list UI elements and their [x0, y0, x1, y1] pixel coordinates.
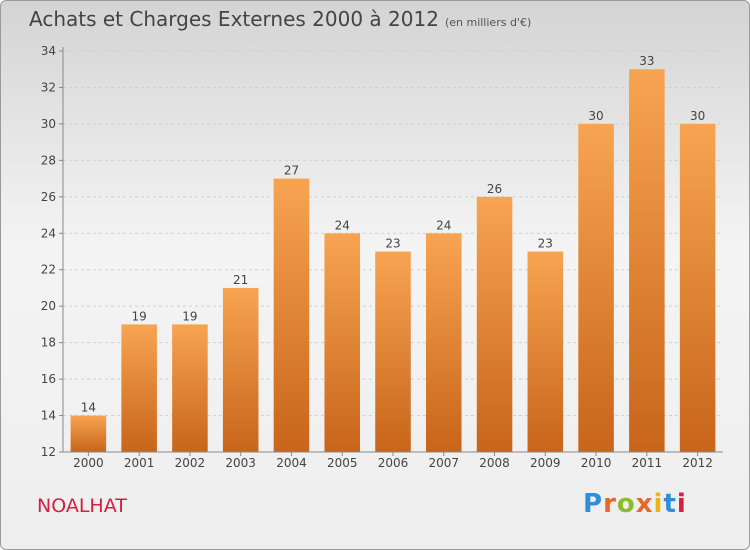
proxiti-logo[interactable]: Proxiti [583, 489, 687, 519]
y-tick-label: 12 [41, 445, 56, 459]
bar [273, 178, 310, 452]
x-tick-label: 2011 [632, 456, 663, 470]
y-tick-label: 28 [41, 153, 56, 167]
chart-title: Achats et Charges Externes 2000 à 2012 (e… [29, 7, 531, 31]
bar [527, 251, 564, 452]
x-tick-label: 2010 [581, 456, 612, 470]
y-tick-label: 34 [41, 44, 56, 58]
bar [375, 251, 411, 452]
bar [679, 123, 716, 452]
y-tick-label: 30 [41, 117, 56, 131]
bar [121, 324, 157, 452]
data-label: 30 [588, 109, 603, 123]
x-tick-label: 2004 [276, 456, 307, 470]
x-tick-label: 2002 [175, 456, 206, 470]
data-label: 30 [690, 109, 705, 123]
x-tick-label: 2009 [530, 456, 561, 470]
data-label: 23 [385, 237, 400, 251]
data-label: 19 [182, 309, 197, 323]
y-tick-label: 22 [41, 263, 56, 277]
logo-letter: o [616, 489, 636, 519]
y-tick-label: 16 [41, 372, 56, 386]
x-tick-label: 2012 [682, 456, 713, 470]
place-name: NOALHAT [37, 495, 127, 517]
bar [426, 233, 462, 452]
data-label: 19 [132, 309, 147, 323]
y-tick-label: 20 [41, 299, 56, 313]
x-tick-label: 2006 [378, 456, 409, 470]
bar [629, 69, 665, 453]
y-tick-label: 32 [41, 80, 56, 94]
y-tick-label: 24 [41, 226, 56, 240]
x-tick-label: 2003 [225, 456, 256, 470]
data-label: 23 [538, 237, 553, 251]
logo-letter: t [663, 489, 677, 519]
x-tick-label: 2000 [73, 456, 104, 470]
bar [324, 233, 360, 452]
x-tick-label: 2007 [428, 456, 459, 470]
data-label: 24 [436, 218, 451, 232]
bar [172, 324, 208, 452]
x-tick-label: 2001 [124, 456, 155, 470]
bar-layer: 14 19 19 21 27 24 23 24 26 23 30 33 30 [70, 54, 716, 453]
bar [222, 287, 259, 452]
data-label: 27 [284, 164, 299, 178]
logo-letter: i [676, 489, 687, 519]
logo-letter: i [653, 489, 664, 519]
logo-letter: r [603, 489, 617, 519]
data-label: 24 [335, 218, 350, 232]
y-tick-label: 18 [41, 336, 56, 350]
bar [578, 123, 614, 452]
chart-title-text: Achats et Charges Externes 2000 à 2012 [29, 7, 439, 31]
y-tick-label: 14 [41, 409, 56, 423]
logo-letter: P [583, 489, 604, 519]
x-tick-label: 2008 [479, 456, 510, 470]
x-tick-label: 2005 [327, 456, 358, 470]
axis-layer: 12 14 16 18 20 22 24 26 28 30 32 34 2000 2001 2002 2003… [41, 44, 723, 470]
logo-letter: x [635, 489, 654, 519]
y-tick-label: 26 [41, 190, 56, 204]
data-label: 21 [233, 273, 248, 287]
bar [476, 196, 513, 452]
data-label: 14 [81, 401, 96, 415]
data-label: 26 [487, 182, 502, 196]
data-label: 33 [639, 54, 654, 68]
bar [70, 415, 107, 452]
chart-subtitle: (en milliers d'€) [444, 16, 532, 29]
